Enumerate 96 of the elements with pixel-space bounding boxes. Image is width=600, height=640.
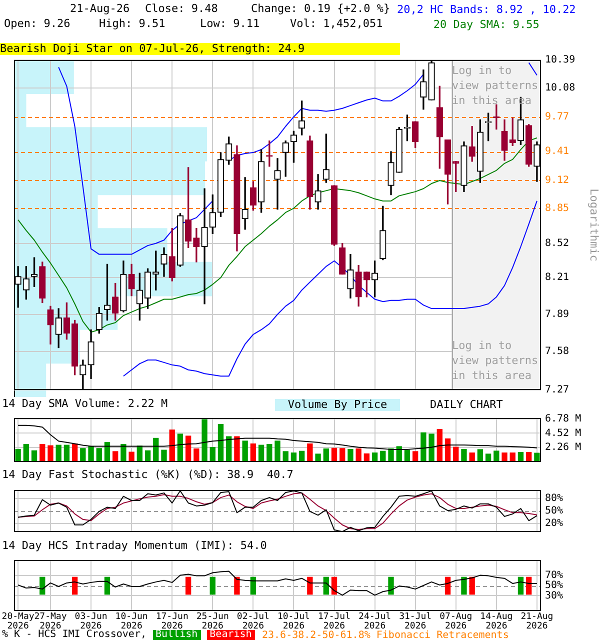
x-tick-label: 10-Jun 2026 [115,612,148,632]
x-tick-label: 31-Jul 2026 [399,612,432,632]
bar [436,429,442,462]
bar [210,447,216,462]
bar [502,452,508,462]
bar [258,444,264,462]
bar [534,452,540,462]
candlestick [242,177,248,230]
text: Close: 9.48 [145,2,218,15]
y-tick-label: 6.78 M [545,413,582,424]
bar [420,432,426,462]
bar [388,448,394,462]
bar [348,448,354,462]
bar [40,444,46,462]
candlestick [201,188,208,304]
text: Volume By Price [275,398,400,411]
x-tick-label: 21-Aug 2026 [520,612,554,632]
text: Change: 0.19 {+2.0 %} [251,2,390,15]
y-tick-label: 10.08 [545,82,576,94]
text: 20,2 HC Bands: 8.92 , 10.22 [397,3,576,16]
text: Bullish [152,629,201,640]
bar [23,444,29,462]
chart-title: 14 Day SMA Volume: 2.22 M [2,397,168,410]
ref-line-label: 9.12 [545,175,570,186]
bar [194,448,200,462]
bar [307,443,313,462]
y-tick-label: 30% [545,590,564,602]
y-tick-label: 8.52 [545,238,570,249]
chart-title: 14 Day Fast Stochastic (%K) (%D): 38.9 40.7 [2,468,294,481]
ref-line-label: 8.85 [545,202,570,214]
x-tick-label: 02-Jul 2026 [236,612,270,632]
y-tick-label: 50% [545,580,564,592]
bar [56,444,62,462]
bar [202,419,208,462]
text: 20 Day SMA: 9.55 [433,18,540,31]
candlestick [274,158,281,210]
bar [96,448,102,462]
x-tick-label: 10-Jul 2026 [277,612,310,632]
bar [128,452,134,462]
ref-line-label: 9.77 [545,111,570,122]
y-tick-label: 4.52 M [545,428,582,439]
y-tick-label: 8.21 [545,272,570,284]
x-tick-label: 24-Jul 2026 [358,612,392,632]
bar [242,440,248,462]
x-tick-label: 17-Jun 2026 [156,612,188,632]
y-tick-label: 70% [545,570,564,581]
bar [356,448,362,462]
bar [469,452,475,462]
x-tick-label: 17-Jul 2026 [318,612,351,632]
y-tick-label: 2.26 M [545,442,582,454]
bar [15,448,21,462]
x-tick-label: 07-Aug 2026 [440,612,472,632]
legend-title: % K - HCS IMI Crossover, [2,629,146,640]
text: High: 9.51 [99,17,166,30]
text: Open: 9.26 [4,17,70,30]
y-tick-label: 50% [545,506,564,517]
bar [48,445,54,462]
bar [266,444,272,462]
bar [274,440,280,462]
bar [80,448,86,462]
y-tick-label: 7.89 [545,308,570,320]
text: Low: 9.11 [200,17,260,30]
y-tick-label: 7.27 [545,384,570,396]
ref-line-label: 9.41 [545,146,570,158]
text: 23.6-38.2-50-61.8% Fibonacci Retracements [262,630,509,640]
bar [120,444,126,462]
bar [494,450,500,462]
bar [250,443,256,462]
bar [169,430,175,462]
bar [226,436,232,462]
chart-title: 14 Day HCS Intraday Momentum (IMI): 54.0 [2,539,267,552]
y-tick-label: 20% [545,518,564,530]
text: Bearish [206,629,255,640]
y-axis-title: Logarithmic [588,188,600,262]
annotation: Log in to view patterns in this area [452,338,540,383]
bar [177,434,184,462]
text: Vol: 1,452,051 [290,17,383,30]
x-tick-label: 25-Jun 2026 [196,612,229,632]
x-tick-label: 14-Aug 2026 [480,612,513,632]
text: Bearish Doji Star on 07-Jul-26, Strength: 24.9 [0,42,400,55]
y-tick-label: 10.39 [545,54,576,66]
y-tick-label: 7.58 [545,346,570,358]
bar [64,444,70,462]
y-tick-label: 80% [545,492,564,504]
text: 21-Aug-26 [70,2,130,15]
bar [315,454,321,462]
bar [234,436,240,462]
bar [185,436,192,462]
bar [161,450,167,462]
bar [340,448,346,462]
bar [428,434,434,462]
bar [461,448,467,462]
bar [88,446,94,462]
bar [218,424,224,462]
text: DAILY CHART [430,398,503,411]
bar [477,449,484,462]
